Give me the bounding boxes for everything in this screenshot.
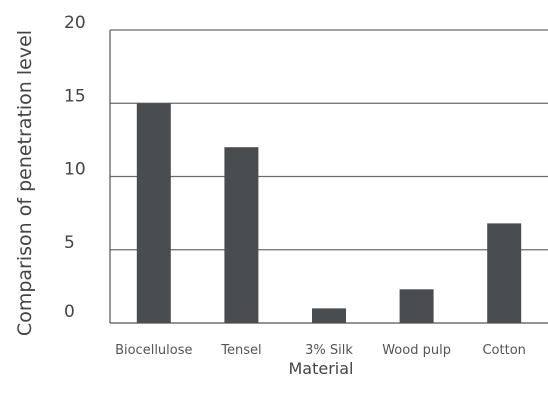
y-axis-title: Comparison of penetration level (14, 30, 36, 336)
bars (136, 103, 522, 323)
gridlines (109, 29, 548, 324)
y-tick-label: 10 (64, 160, 86, 180)
bar-tensel (224, 147, 259, 323)
x-category-label: Tensel (220, 343, 261, 358)
bar-3-silk (312, 308, 346, 323)
x-category-label: Wood pulp (382, 343, 451, 358)
x-category-label: Cotton (482, 343, 525, 358)
y-tick-label: 15 (64, 86, 86, 106)
y-tick-label: 20 (64, 13, 86, 33)
bar-wood-pulp (399, 289, 434, 323)
x-category-label: 3% Silk (305, 343, 353, 358)
x-category-labels: Biocellulose Tensel 3% Silk Wood pulp Cotton (115, 343, 526, 358)
y-tick-labels: 0 5 10 15 20 (64, 13, 86, 322)
bar-biocellulose (136, 103, 171, 323)
x-category-label: Biocellulose (115, 343, 192, 358)
y-tick-label: 5 (64, 233, 75, 253)
bar-cotton (487, 223, 522, 323)
x-axis-title: Material (289, 359, 354, 378)
y-tick-label: 0 (64, 302, 75, 322)
